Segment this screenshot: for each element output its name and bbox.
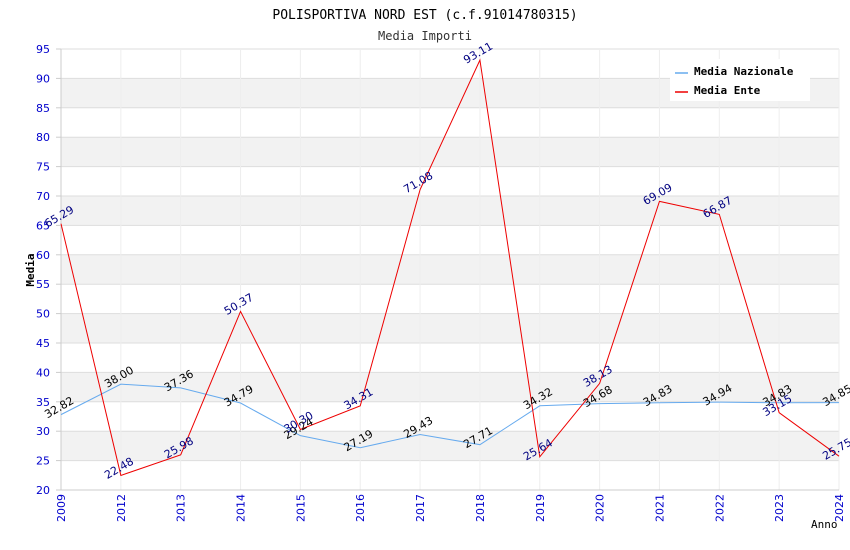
series-lines: [60, 58, 840, 477]
chart-title: POLISPORTIVA NORD EST (c.f.91014780315): [272, 8, 577, 23]
x-tick-label: 2012: [115, 494, 128, 522]
legend-label-media-nazionale: Media Nazionale: [694, 65, 794, 78]
y-tick-label: 90: [36, 72, 50, 85]
x-tick-label: 2017: [414, 494, 427, 522]
x-tick-label: 2016: [354, 494, 367, 522]
x-tick-label: 2018: [474, 494, 487, 522]
y-tick-label: 35: [36, 396, 50, 409]
data-label: 71.08: [401, 169, 435, 196]
y-tick-label: 55: [36, 278, 50, 291]
grid-band: [61, 254, 839, 285]
x-tick-label: 2020: [594, 494, 607, 522]
x-tick-label: 2015: [294, 494, 307, 522]
y-tick-label: 85: [36, 102, 50, 115]
y-tick-label: 40: [36, 366, 50, 379]
y-tick-label: 60: [36, 249, 50, 262]
series-line-media-ente: [60, 58, 840, 477]
legend-box: [670, 59, 810, 101]
y-tick-label: 50: [36, 308, 50, 321]
y-tick-label: 20: [36, 484, 50, 497]
x-tick-label: 2023: [773, 494, 786, 522]
grid-band: [61, 313, 839, 343]
legend-label-media-ente: Media Ente: [694, 84, 761, 97]
y-tick-label: 70: [36, 190, 50, 203]
data-label: 93.11: [461, 40, 495, 67]
series-line-media-nazionale: [60, 383, 840, 449]
plot-bands: [61, 78, 839, 461]
x-tick-label: 2022: [713, 494, 726, 522]
y-tick-label: 30: [36, 425, 50, 438]
legend: Media Nazionale Media Ente: [670, 59, 810, 101]
grid-band: [61, 372, 839, 402]
y-tick-label: 45: [36, 337, 50, 350]
y-tick-label: 25: [36, 455, 50, 468]
grid-band: [61, 431, 839, 461]
y-tick-label: 95: [36, 43, 50, 56]
grid-band: [61, 137, 839, 167]
grid-band: [61, 196, 839, 226]
x-axis-label: Anno: [811, 518, 838, 531]
data-label: 65.29: [42, 203, 76, 230]
axes: [56, 48, 839, 491]
x-tick-label: 2013: [175, 494, 188, 522]
y-tick-label: 65: [36, 219, 50, 232]
y-axis-label: Media: [24, 253, 37, 286]
y-tick-label: 80: [36, 131, 50, 144]
y-tick-label: 75: [36, 161, 50, 174]
x-tick-label: 2021: [653, 494, 666, 522]
x-tick-label: 2019: [534, 494, 547, 522]
y-tick-labels: 20 25 30 35 40 45 50 55 60 65 70 75 80 85 90 95: [36, 43, 50, 497]
chart-subtitle: Media Importi: [378, 29, 472, 43]
x-tick-label: 2024: [833, 494, 846, 522]
x-tick-labels: 2009 2012 2013 2014 2015 2016 2017 2018 2019 2020…: [55, 494, 846, 522]
x-tick-label: 2014: [235, 494, 248, 522]
x-tick-label: 2009: [55, 494, 68, 522]
